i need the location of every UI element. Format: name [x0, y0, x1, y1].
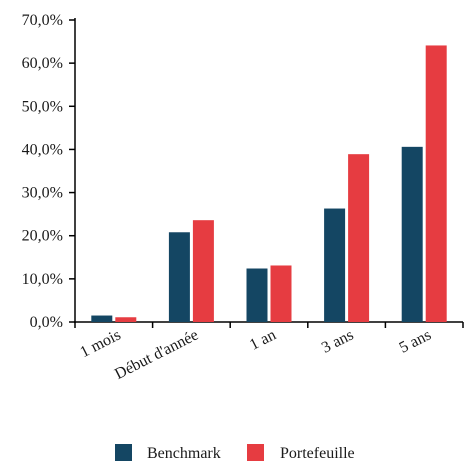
y-tick-label: 0,0% [30, 314, 63, 331]
bar-benchmark [246, 268, 268, 322]
y-tick-label: 50,0% [22, 98, 63, 115]
x-category-label: Début d'année [112, 326, 201, 383]
legend: Benchmark Portefeuille [115, 444, 355, 462]
bar-portefeuille [425, 45, 447, 322]
bar-benchmark [91, 315, 113, 322]
axes [74, 18, 463, 323]
bar-portefeuille [348, 154, 370, 322]
y-axis-ticks: 0,0% 10,0% 20,0% 30,0% 40,0% 50,0% 60,0% 70,0% [22, 12, 75, 331]
bar-portefeuille [270, 265, 292, 322]
legend-label-benchmark: Benchmark [147, 445, 221, 462]
y-tick-label: 20,0% [22, 228, 63, 245]
y-tick-label: 10,0% [22, 271, 63, 288]
y-tick-label: 60,0% [22, 55, 63, 72]
bar-benchmark [324, 208, 346, 322]
legend-swatch-portefeuille [247, 444, 264, 461]
bar-benchmark [168, 232, 190, 322]
bars [91, 45, 447, 322]
bar-portefeuille [192, 220, 214, 322]
x-category-label: 5 ans [397, 326, 434, 356]
legend-label-portefeuille: Portefeuille [280, 445, 355, 462]
bar-portefeuille [115, 317, 137, 322]
legend-swatch-benchmark [115, 444, 132, 461]
x-category-label: 3 ans [319, 326, 356, 356]
y-tick-label: 70,0% [22, 12, 63, 29]
x-category-label: 1 an [247, 326, 279, 353]
bar-benchmark [401, 146, 423, 322]
y-tick-label: 40,0% [22, 141, 63, 158]
y-tick-label: 30,0% [22, 185, 63, 202]
x-category-label: 1 mois [77, 326, 123, 361]
